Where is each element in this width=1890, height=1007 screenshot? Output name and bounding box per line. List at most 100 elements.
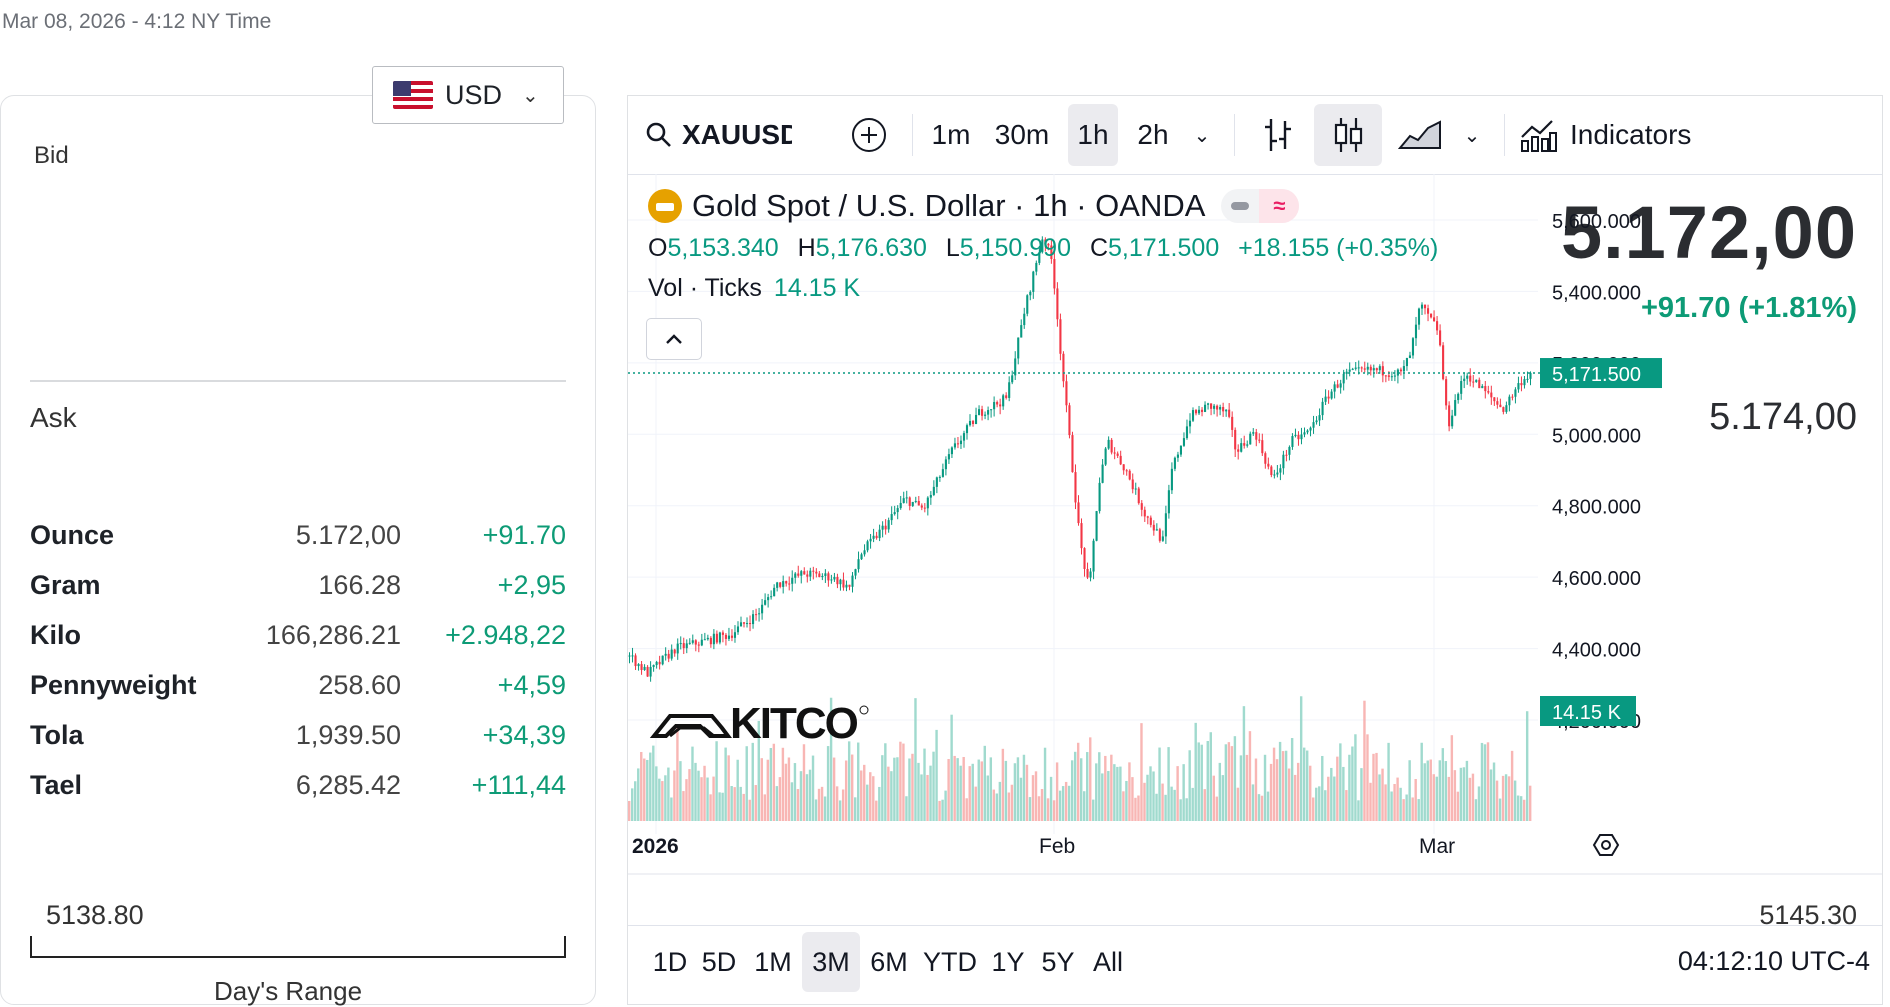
interval-2h[interactable]: 2h (1137, 119, 1169, 150)
volume-bar (1101, 773, 1104, 821)
volume-bar (854, 797, 857, 821)
volume-bar (1080, 758, 1083, 821)
compare-symbol-button[interactable] (844, 104, 894, 166)
volume-bar (1058, 790, 1062, 821)
volume-bar (1471, 773, 1475, 821)
candle-body (1381, 366, 1384, 376)
range-5d[interactable]: 5D (701, 946, 737, 977)
volume-bar (926, 774, 929, 821)
range-1y[interactable]: 1Y (991, 946, 1025, 977)
candle-body (676, 643, 679, 654)
candle-body (1303, 432, 1306, 435)
volume-bar (1420, 742, 1423, 821)
candle-body (1408, 355, 1412, 359)
candles (628, 236, 1532, 682)
volume-bar (718, 792, 721, 821)
candle-body (1155, 529, 1158, 531)
candle-body (631, 655, 634, 657)
volume-bar (1396, 777, 1399, 821)
volume-bar (1477, 786, 1481, 821)
volume-bar (956, 758, 959, 821)
volume-bar (1206, 740, 1209, 821)
volume-bar (1293, 774, 1297, 821)
interval-dropdown[interactable]: ⌄ (1184, 104, 1220, 166)
bar-style-button[interactable] (1250, 104, 1306, 166)
candle-body (706, 637, 709, 640)
interval-1m[interactable]: 1m (931, 119, 971, 150)
range-1d[interactable]: 1D (652, 946, 688, 977)
volume-bar (736, 759, 739, 821)
candle-body (953, 443, 957, 448)
symbol-search[interactable]: XAUUSD (644, 104, 794, 166)
table-row: Gram 166.28 +2,95 (30, 570, 566, 620)
volume-bar (1224, 744, 1228, 821)
volume-bar (938, 800, 941, 821)
volume-bar (820, 786, 824, 821)
volume-bar (1025, 764, 1029, 821)
candle-body (809, 570, 812, 577)
y-tick-label: 4,400.000 (1552, 640, 1641, 662)
candle-body (797, 573, 800, 576)
area-style-button[interactable] (1390, 104, 1450, 166)
candle-body (1345, 371, 1348, 374)
volume-bar (905, 796, 908, 821)
candle-body (1065, 381, 1068, 406)
candle-body (1002, 395, 1005, 407)
range-1m[interactable]: 1M (754, 946, 792, 977)
volume-bar (1438, 760, 1441, 821)
candle-body (739, 622, 743, 627)
candles-style-button[interactable] (1314, 104, 1382, 166)
candle-body (1071, 435, 1074, 473)
candle-body (1222, 406, 1225, 412)
candle-body (664, 653, 667, 656)
range-all[interactable]: All (1092, 946, 1123, 977)
range-5y[interactable]: 5Y (1041, 946, 1075, 977)
currency-select[interactable]: USD ⌄ (372, 66, 564, 124)
market-status-pill[interactable]: ≈ (1221, 189, 1300, 223)
candle-body (806, 574, 809, 577)
price-change: +18.155 (+0.35%) (1238, 234, 1439, 262)
collapse-legend-button[interactable] (646, 318, 702, 360)
volume-bar (1423, 763, 1426, 821)
volume-bar (986, 775, 989, 821)
interval-1h[interactable]: 1h (1068, 104, 1118, 166)
volume-bar (1321, 755, 1324, 821)
us-flag-icon (393, 81, 433, 109)
volume-bar (850, 754, 854, 821)
range-6m[interactable]: 6M (870, 946, 908, 977)
volume-bar (1342, 766, 1345, 821)
chart-style-dropdown[interactable]: ⌄ (1454, 104, 1490, 166)
chart-clock[interactable]: 04:12:10 UTC-4 (1677, 946, 1870, 976)
volume-bar (1185, 798, 1188, 821)
volume-bar (1351, 746, 1354, 821)
volume-bar (1522, 799, 1526, 821)
volume-bar (1263, 754, 1267, 821)
high-label: H (797, 234, 816, 262)
candle-body (1357, 367, 1360, 369)
low-label: L (945, 234, 960, 262)
candle-body (1387, 375, 1390, 377)
axis-settings-icon[interactable] (1592, 834, 1620, 856)
volume-bar (1188, 750, 1191, 821)
range-3m[interactable]: 3M (802, 932, 860, 992)
candle-body (685, 643, 688, 649)
volume-bar (1384, 784, 1387, 821)
volume-bar (995, 793, 999, 821)
volume-bar (1296, 762, 1300, 821)
range-ytd[interactable]: YTD (923, 946, 977, 977)
interval-30m[interactable]: 30m (994, 119, 1050, 150)
volume-bar (808, 769, 812, 821)
volume-bar (1498, 798, 1502, 821)
last-volume-badge (1540, 696, 1636, 726)
candle-body (1173, 457, 1176, 469)
volume-bar (838, 800, 842, 821)
volume-bar (1287, 768, 1291, 821)
price-chart[interactable]: 5,600.0005,400.0005,200.0005,000.0004,80… (628, 174, 1882, 924)
volume-bar (1203, 789, 1206, 821)
indicators-button[interactable]: Indicators (1518, 104, 1698, 166)
volume-bar (1073, 751, 1077, 821)
volume-bar (661, 781, 664, 821)
candle-body (1011, 375, 1014, 383)
candle-body (812, 570, 815, 572)
candle-body (1306, 430, 1309, 433)
